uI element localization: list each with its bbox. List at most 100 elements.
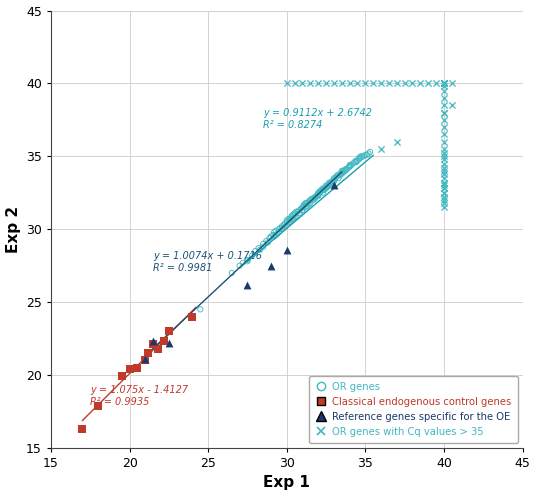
Point — [284, 219, 293, 227]
Point — [317, 186, 326, 194]
Point — [274, 228, 283, 236]
Point — [440, 87, 448, 95]
Point — [160, 337, 168, 345]
Point — [448, 101, 456, 109]
Point — [117, 372, 126, 380]
Point — [330, 182, 338, 189]
Point — [323, 182, 332, 189]
Point — [336, 170, 345, 178]
Point — [440, 79, 448, 87]
Point — [278, 222, 286, 230]
Point — [254, 244, 263, 252]
Point — [361, 151, 370, 159]
Point — [334, 171, 343, 179]
Point — [348, 160, 357, 168]
Point — [292, 208, 301, 216]
Point — [287, 216, 296, 224]
Point — [440, 174, 448, 182]
Point — [282, 218, 291, 226]
Point — [440, 79, 448, 87]
Point — [141, 357, 150, 365]
Text: y = 1.075x - 1.4127
R² = 0.9935: y = 1.075x - 1.4127 R² = 0.9935 — [90, 385, 189, 407]
Point — [269, 231, 277, 239]
Point — [322, 79, 330, 87]
Point — [440, 189, 448, 197]
Point — [440, 82, 448, 90]
Point — [339, 167, 348, 175]
Point — [356, 152, 365, 160]
Point — [311, 193, 319, 201]
Point — [286, 218, 294, 226]
Point — [344, 164, 352, 172]
Point — [416, 79, 425, 87]
Point — [320, 185, 329, 192]
Point — [345, 161, 354, 169]
Point — [289, 211, 297, 219]
Point — [316, 189, 324, 197]
Point — [304, 200, 313, 208]
Point — [298, 203, 307, 211]
Point — [333, 171, 341, 179]
Point — [345, 163, 354, 171]
Point — [440, 155, 448, 163]
Point — [448, 79, 456, 87]
Point — [298, 203, 307, 211]
Point — [279, 224, 288, 232]
Point — [311, 193, 319, 201]
Point — [318, 189, 327, 197]
Point — [243, 256, 252, 264]
Point — [342, 166, 351, 174]
Point — [149, 340, 158, 348]
Point — [336, 171, 345, 179]
Point — [350, 158, 359, 166]
Point — [251, 247, 259, 255]
Point — [440, 123, 448, 131]
Point — [243, 281, 252, 289]
Point — [289, 215, 297, 223]
Point — [295, 206, 303, 214]
Point — [440, 182, 448, 189]
Point — [440, 189, 448, 197]
Point — [286, 215, 294, 223]
Point — [259, 243, 267, 250]
Point — [339, 168, 348, 176]
Point — [318, 185, 327, 192]
Point — [301, 199, 310, 207]
Point — [276, 224, 285, 232]
Point — [330, 177, 338, 185]
Point — [282, 221, 291, 229]
Point — [440, 179, 448, 186]
Point — [149, 337, 158, 345]
Point — [154, 345, 162, 353]
Point — [317, 187, 326, 195]
Point — [303, 202, 311, 210]
Point — [440, 116, 448, 124]
Point — [309, 196, 318, 204]
Point — [355, 155, 363, 163]
Point — [248, 251, 256, 259]
Point — [342, 166, 351, 174]
Point — [440, 185, 448, 192]
Point — [323, 183, 332, 191]
Point — [267, 233, 276, 241]
Point — [291, 214, 299, 222]
Point — [298, 206, 307, 214]
Point — [338, 170, 346, 178]
Point — [440, 203, 448, 211]
Point — [291, 79, 299, 87]
Point — [314, 79, 323, 87]
Point — [165, 327, 173, 335]
Point — [352, 157, 360, 165]
Point — [298, 206, 307, 214]
Point — [312, 192, 321, 200]
Point — [440, 199, 448, 207]
Point — [144, 349, 153, 357]
Point — [377, 145, 385, 153]
Point — [314, 192, 323, 200]
Point — [440, 109, 448, 117]
Point — [440, 138, 448, 146]
Point — [330, 174, 338, 182]
Point — [392, 138, 401, 146]
Point — [440, 79, 448, 87]
Point — [267, 262, 276, 270]
